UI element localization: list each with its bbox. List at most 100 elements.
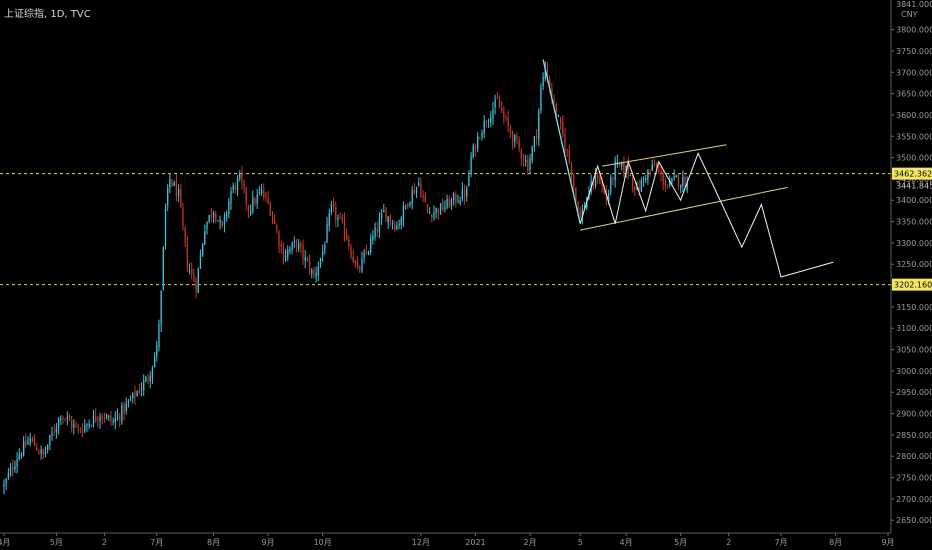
candle-body [108, 415, 110, 418]
candle-body [483, 120, 485, 134]
candle-body [487, 120, 490, 122]
candle-body [618, 162, 621, 166]
candle-body [245, 188, 247, 204]
candle-body [101, 416, 103, 419]
candle-body [81, 430, 84, 433]
candle-body [254, 198, 256, 204]
candle-body [385, 210, 387, 222]
candle-body [228, 201, 230, 214]
candle-body [173, 182, 175, 186]
candle-body [468, 175, 470, 187]
candle-body [378, 219, 381, 232]
candle-body [623, 163, 625, 174]
candle-body [535, 136, 538, 139]
candle-body [300, 242, 302, 247]
candle-body [655, 163, 658, 169]
candle-body [18, 454, 20, 460]
candle-body [684, 175, 686, 189]
forecast-zigzag[interactable] [579, 152, 834, 278]
candle-body [505, 118, 507, 120]
candle-body [346, 233, 348, 241]
candle-body [125, 403, 127, 411]
channel-lower-line[interactable] [580, 186, 788, 231]
current-price-label: 3441.8453 [896, 181, 932, 190]
candle-body [413, 189, 416, 194]
candle-body [138, 389, 140, 393]
candle-body [573, 173, 575, 187]
candle-body [147, 377, 149, 381]
candle-body [197, 268, 199, 293]
time-axis[interactable]: 4月 5月 2 7月 8月 9月 10月 12月 2021 2月 5 4月 5月 2 7月 8月 9月 [0, 532, 895, 547]
candle-body [625, 165, 627, 175]
candle-body [420, 183, 422, 197]
y-tick-label: 3600.0000 [896, 111, 932, 120]
price-level-tag [892, 167, 932, 180]
candle-body [457, 201, 459, 203]
price-level-tag-label: 3462.3625 [894, 170, 932, 179]
candle-body [171, 179, 173, 186]
candle-body [162, 247, 164, 290]
candle-body [249, 210, 252, 214]
candle-body [455, 193, 457, 203]
candle-body [516, 136, 518, 140]
candle-body [42, 448, 44, 455]
candle-body [241, 172, 243, 183]
candle-body [522, 157, 525, 162]
candle-body [365, 250, 367, 253]
candle-body [540, 87, 542, 111]
candle-body [605, 192, 608, 201]
candle-body [612, 177, 614, 179]
candle-body [415, 186, 418, 194]
candle-body [160, 290, 162, 325]
candle-body [53, 431, 55, 433]
candle-body [127, 401, 130, 403]
candle-body [411, 190, 413, 204]
candle-body [671, 178, 673, 183]
candle-body [463, 190, 466, 198]
candle-body [501, 108, 503, 112]
y-tick-label: 3550.0000 [896, 132, 932, 141]
price-axis[interactable]: 3800.0000 3750.0000 3700.0000 3650.0000 3600… [890, 0, 932, 533]
candle-body [123, 403, 125, 413]
candle-body [442, 201, 444, 210]
candle-body [459, 200, 461, 204]
candle-body [88, 424, 90, 427]
candle-body [400, 218, 402, 225]
candle-body [686, 181, 688, 191]
candle-body [164, 206, 167, 246]
candle-body [25, 440, 27, 446]
candle-body [219, 219, 221, 223]
candle-body [263, 190, 265, 197]
channel-upper-line[interactable] [602, 144, 727, 167]
currency-label: CNY [901, 10, 918, 19]
y-tick-label: 2950.0000 [896, 388, 932, 397]
title-sep-1: , [44, 9, 51, 20]
candle-body [103, 418, 106, 420]
candle-body [112, 421, 114, 423]
candle-body [193, 274, 195, 282]
candle-body [33, 437, 36, 446]
candle-body [594, 174, 597, 186]
candle-body [182, 207, 184, 227]
candle-body [308, 261, 311, 273]
candle-body [326, 223, 328, 243]
x-tick-label: 7月 [775, 538, 788, 547]
y-tick-label: 3000.0000 [896, 367, 932, 376]
candle-body [195, 280, 197, 292]
y-tick-label: 3650.0000 [896, 90, 932, 99]
candle-body [494, 99, 496, 108]
candle-body [293, 241, 295, 243]
candle-body [448, 198, 450, 208]
candle-body [446, 198, 448, 208]
candle-body [616, 161, 618, 163]
wave-line[interactable] [542, 59, 581, 224]
drawings [542, 59, 834, 278]
symbol-name: 上证综指 [4, 9, 44, 20]
candle-body [57, 417, 60, 428]
candle-body [514, 134, 516, 142]
candle-body [544, 68, 546, 79]
candle-body [191, 268, 193, 274]
candle-body [490, 117, 492, 123]
candle-body [577, 201, 579, 215]
